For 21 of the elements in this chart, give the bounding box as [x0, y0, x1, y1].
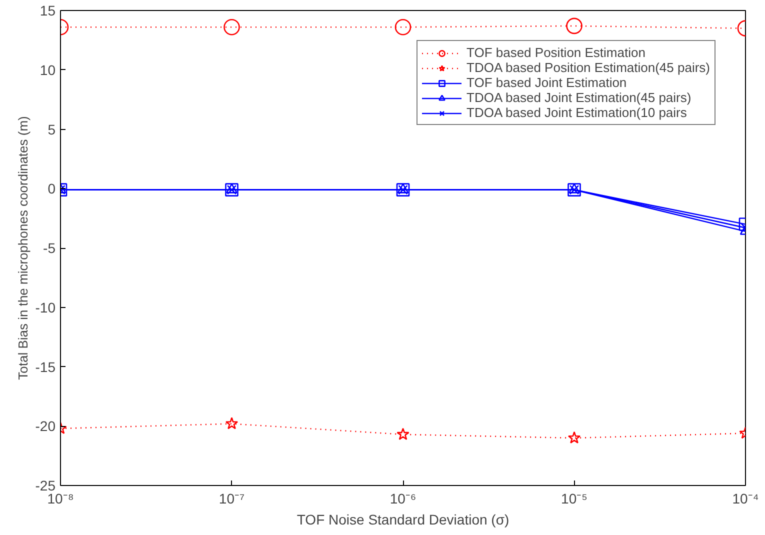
y-tick-label: -25: [35, 478, 56, 494]
y-tick-label: 5: [48, 121, 56, 138]
y-tick-label: 0: [48, 180, 56, 197]
legend-label: TDOA based Position Estimation(45 pairs): [466, 60, 710, 75]
y-tick-label: 15: [40, 2, 56, 18]
x-tick-label: 10⁻⁸: [47, 490, 74, 506]
x-tick-label: 10⁻⁴: [732, 490, 759, 506]
x-tick-label: 10⁻⁵: [561, 490, 588, 506]
legend-label: TOF based Joint Estimation: [466, 75, 627, 90]
legend-label: TDOA based Joint Estimation(10 pairs: [466, 105, 687, 120]
legend-label: TOF based Position Estimation: [466, 45, 646, 60]
y-tick-label: -10: [35, 299, 56, 316]
y-tick-label: -5: [43, 240, 56, 256]
x-tick-label: 10⁻⁷: [218, 490, 245, 506]
y-tick-label: -20: [35, 418, 56, 434]
x-axis-title: TOF Noise Standard Deviation (σ): [296, 512, 510, 528]
y-tick-label: 10: [40, 62, 56, 78]
y-tick-label: -15: [35, 358, 56, 375]
x-tick-label: 10⁻⁶: [390, 490, 416, 506]
legend-label: TDOA based Joint Estimation(45 pairs): [466, 90, 692, 105]
y-axis-title: Total Bias in the microphones coordinates (m): [15, 116, 30, 380]
